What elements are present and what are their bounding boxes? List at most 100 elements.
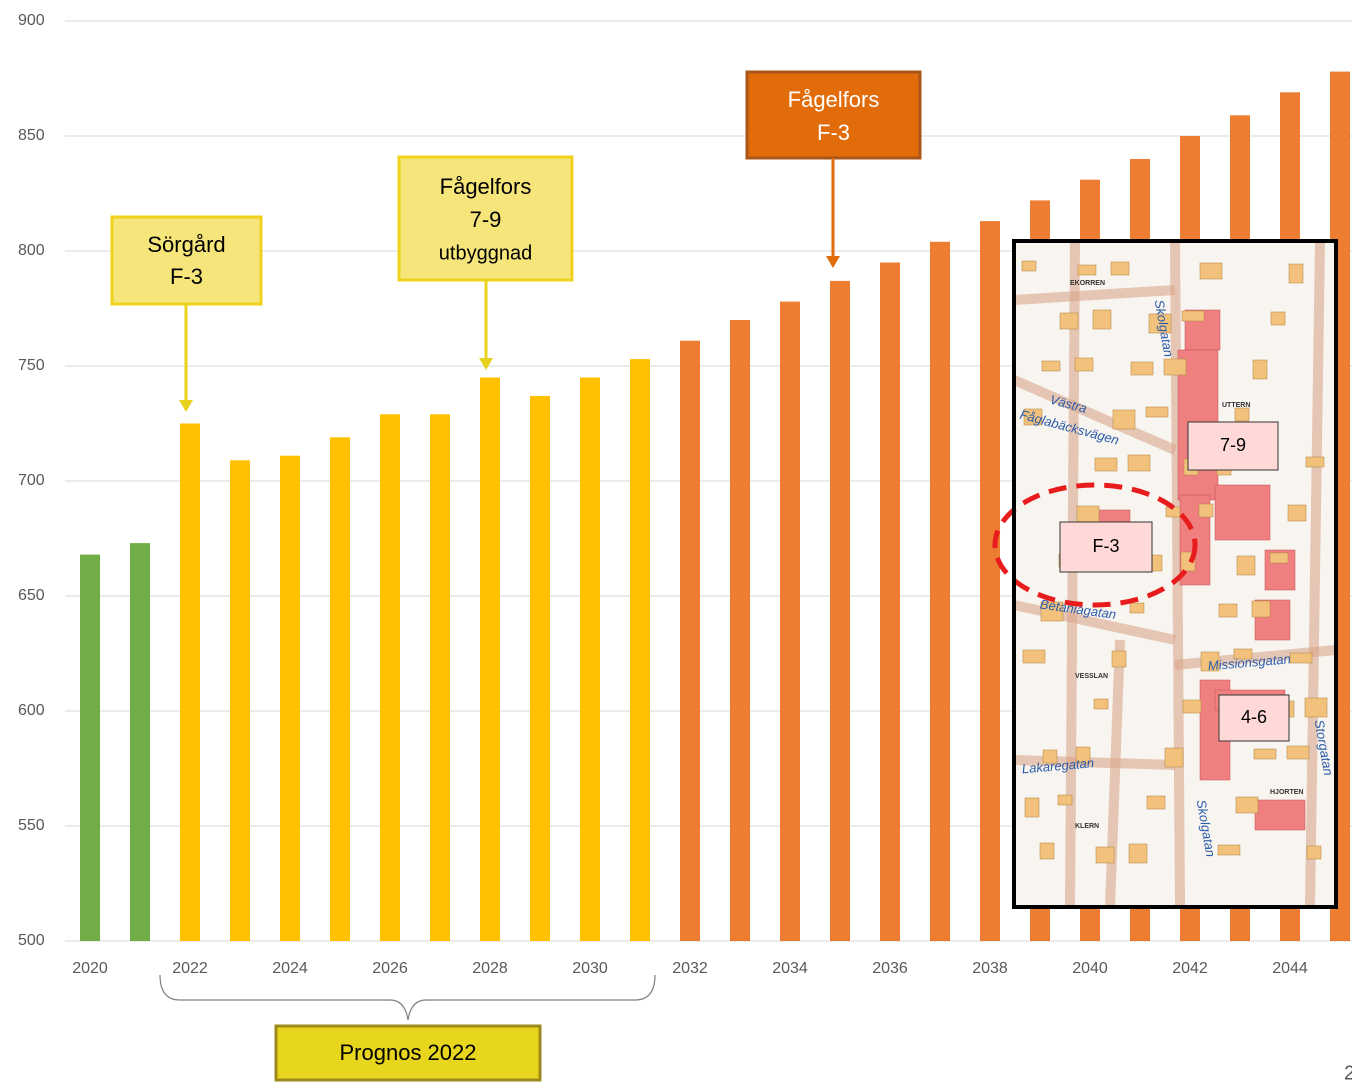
map-house bbox=[1306, 457, 1324, 467]
bar bbox=[580, 378, 600, 942]
annotation-box bbox=[747, 72, 920, 158]
map-house bbox=[1288, 505, 1306, 521]
map-house bbox=[1060, 313, 1078, 329]
x-tick-label: 2026 bbox=[372, 960, 408, 977]
arrow-head bbox=[479, 358, 493, 370]
y-tick-label: 550 bbox=[18, 817, 45, 834]
bar bbox=[730, 320, 750, 941]
map-house bbox=[1307, 846, 1321, 859]
map-house bbox=[1183, 700, 1201, 713]
map-house bbox=[1058, 795, 1072, 805]
map-street-label: VESSLAN bbox=[1075, 673, 1108, 680]
x-tick-label: 2040 bbox=[1072, 960, 1108, 977]
page-number: 2 bbox=[1344, 1062, 1352, 1083]
annotation-text: F-3 bbox=[170, 264, 203, 289]
x-tick-label: 2032 bbox=[672, 960, 708, 977]
map-house bbox=[1237, 556, 1255, 575]
annotation-box bbox=[112, 217, 261, 304]
map-house bbox=[1182, 311, 1204, 321]
map-house bbox=[1289, 264, 1303, 283]
map-inset: SkolgatanMissionsgatanLakaregatanBetania… bbox=[1014, 241, 1336, 907]
bar bbox=[780, 302, 800, 941]
x-tick-label: 2022 bbox=[172, 960, 208, 977]
map-house bbox=[1218, 845, 1240, 855]
x-tick-label: 2028 bbox=[472, 960, 508, 977]
map-street-label: EKORREN bbox=[1070, 280, 1105, 287]
map-house bbox=[1111, 262, 1129, 275]
map-house bbox=[1254, 749, 1276, 759]
bar bbox=[930, 242, 950, 941]
map-house bbox=[1253, 360, 1267, 379]
map-house bbox=[1129, 844, 1147, 863]
map-house bbox=[1200, 263, 1222, 279]
map-house bbox=[1219, 604, 1237, 617]
annotation-text: F-3 bbox=[817, 120, 850, 145]
x-tick-label: 2042 bbox=[1172, 960, 1208, 977]
annotation-text: 7-9 bbox=[470, 207, 502, 232]
annotation-text: Sörgård bbox=[147, 232, 225, 257]
map-house bbox=[1113, 410, 1135, 429]
map-house bbox=[1305, 698, 1327, 717]
annotation-text: Prognos 2022 bbox=[340, 1040, 477, 1065]
y-tick-label: 750 bbox=[18, 357, 45, 374]
x-tick-label: 2024 bbox=[272, 960, 308, 977]
x-tick-label: 2034 bbox=[772, 960, 808, 977]
map-road bbox=[1070, 241, 1075, 907]
bar bbox=[280, 456, 300, 941]
y-tick-label: 650 bbox=[18, 587, 45, 604]
map-house bbox=[1147, 796, 1165, 809]
map-house bbox=[1199, 504, 1213, 517]
arrow-head bbox=[826, 256, 840, 268]
y-tick-label: 500 bbox=[18, 932, 45, 949]
bar bbox=[130, 543, 150, 941]
x-tick-label: 2030 bbox=[572, 960, 608, 977]
map-label: F-3 bbox=[1093, 536, 1120, 556]
annotation-text: Fågelfors bbox=[788, 87, 880, 112]
bar bbox=[680, 341, 700, 941]
bar bbox=[480, 378, 500, 942]
map-building bbox=[1215, 485, 1270, 540]
map-house bbox=[1290, 653, 1312, 663]
chart: 2 50055060065070075080085090020202022202… bbox=[0, 0, 1352, 1083]
annotation-text: utbyggnad bbox=[439, 242, 532, 264]
map-label: 7-9 bbox=[1220, 435, 1246, 455]
map-house bbox=[1025, 798, 1039, 817]
map-house bbox=[1165, 748, 1183, 767]
x-tick-label: 2044 bbox=[1272, 960, 1308, 977]
bar bbox=[330, 437, 350, 941]
bar bbox=[80, 555, 100, 941]
bar bbox=[880, 263, 900, 942]
map-street-label: HJORTEN bbox=[1270, 789, 1303, 796]
map-street-label: UTTERN bbox=[1222, 402, 1250, 409]
bar bbox=[530, 396, 550, 941]
x-tick-label: 2020 bbox=[72, 960, 108, 977]
bar bbox=[830, 281, 850, 941]
map-house bbox=[1252, 601, 1270, 617]
map-house bbox=[1270, 553, 1288, 563]
map-house bbox=[1078, 265, 1096, 275]
map-house bbox=[1287, 746, 1309, 759]
map-house bbox=[1271, 312, 1285, 325]
map-house bbox=[1235, 408, 1249, 421]
bar bbox=[380, 414, 400, 941]
y-tick-label: 600 bbox=[18, 702, 45, 719]
map-house bbox=[1075, 358, 1093, 371]
arrow-head bbox=[179, 400, 193, 412]
map-house bbox=[1022, 261, 1036, 271]
map-house bbox=[1042, 361, 1060, 371]
map-house bbox=[1236, 797, 1258, 813]
bar bbox=[230, 460, 250, 941]
map-building bbox=[1255, 800, 1305, 830]
bar bbox=[430, 414, 450, 941]
bar bbox=[630, 359, 650, 941]
y-tick-label: 900 bbox=[18, 12, 45, 29]
x-tick-label: 2036 bbox=[872, 960, 908, 977]
map-house bbox=[1095, 458, 1117, 471]
bar bbox=[980, 221, 1000, 941]
y-tick-label: 850 bbox=[18, 127, 45, 144]
y-tick-label: 700 bbox=[18, 472, 45, 489]
map-street-label: KLERN bbox=[1075, 823, 1099, 830]
map-house bbox=[1146, 407, 1168, 417]
map-house bbox=[1093, 310, 1111, 329]
map-house bbox=[1112, 651, 1126, 667]
